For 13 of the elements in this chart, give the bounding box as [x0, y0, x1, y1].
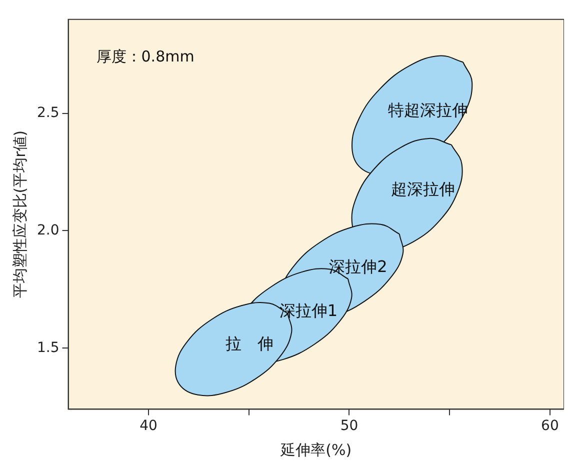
x-axis-title: 延伸率(%) — [280, 440, 352, 459]
series-label: 拉 伸 — [226, 334, 274, 354]
x-tick-label: 60 — [541, 418, 559, 434]
y-axis-title: 平均塑性应变比(平均r値) — [10, 130, 29, 298]
annotation: 厚度：0.8mm — [96, 47, 194, 66]
series-label: 深拉伸1 — [279, 300, 338, 320]
x-tick-label: 50 — [340, 418, 358, 434]
series-label: 深拉伸2 — [329, 256, 388, 276]
y-tick-label: 2.0 — [37, 222, 60, 238]
y-tick-label: 2.5 — [37, 104, 60, 121]
y-tick-label: 1.5 — [37, 340, 60, 356]
series-label: 超深拉伸 — [391, 180, 456, 199]
x-tick-label: 40 — [140, 418, 158, 434]
